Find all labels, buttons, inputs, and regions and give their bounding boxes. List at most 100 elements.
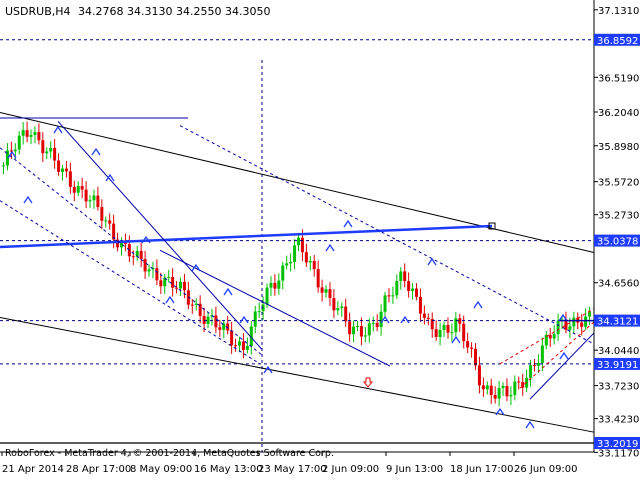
candle-body (5, 150, 9, 166)
x-tick-label: 2 Jun 09:00 (322, 464, 379, 475)
candle-body (96, 195, 100, 208)
candle-body (182, 281, 186, 291)
candle-body (171, 276, 175, 288)
price-level-tag (594, 437, 640, 450)
candle-body (344, 306, 348, 322)
candle-body (544, 334, 548, 346)
candle-body (493, 395, 497, 399)
candle-body (383, 295, 387, 312)
fractal-arrow-icon (400, 315, 410, 324)
candle-body (226, 323, 230, 331)
x-tick-label: 21 Apr 2014 (2, 464, 64, 475)
y-tick-label: 33.1170 (598, 448, 639, 459)
price-level-tag (594, 314, 640, 327)
x-tick-label: 8 May 09:00 (130, 464, 192, 475)
candle-body (41, 140, 45, 154)
fractal-arrow-icon (53, 125, 63, 134)
y-tick-label: 34.6560 (598, 279, 639, 290)
fractal-arrow-icon (473, 300, 483, 309)
candle-body (289, 261, 293, 264)
candle-body (352, 326, 356, 335)
candle-body (356, 325, 359, 327)
candle-body (127, 244, 131, 257)
candle-body (474, 348, 477, 366)
candle-body (548, 334, 552, 339)
candle-body (450, 332, 454, 334)
candle-body (584, 316, 588, 327)
candle-body (245, 345, 249, 350)
fractal-arrow-icon (239, 315, 249, 324)
candle-body (2, 165, 5, 167)
candle-body (536, 362, 540, 366)
candle-body (230, 330, 234, 346)
candle-body (234, 345, 238, 347)
candle-body (112, 223, 116, 240)
price-level-label: 36.8592 (597, 36, 638, 47)
candle-body (143, 259, 147, 272)
candle-body (53, 147, 57, 161)
candle-body (297, 237, 300, 246)
candle-body (273, 282, 277, 289)
y-tick-label: 36.5190 (598, 73, 639, 84)
candle-body (167, 276, 171, 278)
candle-body (529, 365, 533, 378)
plot-area (2, 121, 592, 407)
candle-body (17, 135, 21, 150)
x-tick-label: 18 Jun 17:00 (450, 464, 514, 475)
x-tick-label: 26 Jun 09:00 (514, 464, 578, 475)
candle-body (454, 318, 458, 333)
fan-line-dotted (0, 147, 263, 356)
candle-body (100, 207, 104, 221)
candle-body (300, 237, 304, 253)
candle-body (403, 271, 407, 282)
price-level-tag (594, 33, 640, 46)
candle-body (179, 281, 182, 289)
candle-body (395, 281, 399, 296)
y-tick-label: 35.5720 (598, 178, 639, 189)
candle-body (320, 287, 324, 293)
candle-body (552, 334, 556, 339)
forecast-line (519, 321, 595, 389)
wave-anchor (488, 222, 496, 230)
candle-body (13, 149, 17, 152)
candle-body (411, 288, 415, 291)
x-tick-label: 23 May 17:00 (258, 464, 327, 475)
candle-body (379, 311, 383, 328)
x-tick-label: 16 May 13:00 (194, 464, 263, 475)
candle-body (68, 171, 72, 187)
fractal-arrow-icon (325, 243, 335, 252)
candle-body (572, 317, 576, 327)
candle-body (281, 265, 285, 281)
candle-body (135, 250, 139, 257)
candle-body (332, 298, 336, 311)
candle-body (194, 303, 198, 306)
candle-body (407, 281, 411, 291)
candle-body (556, 320, 560, 335)
candle-body (139, 250, 143, 260)
candle-body (265, 287, 269, 305)
fractal-arrow-icon (165, 295, 175, 304)
candle-body (72, 186, 76, 193)
fractal-arrow-icon (495, 407, 505, 416)
candle-body (371, 322, 375, 324)
y-tick-label: 37.1310 (598, 6, 639, 17)
candle-body (147, 269, 151, 272)
candle-body (308, 260, 312, 263)
header-symbol: USDRUB,H4 (5, 5, 71, 18)
candle-body (521, 382, 525, 388)
x-tick-label: 9 Jun 13:00 (386, 464, 443, 475)
candle-body (415, 288, 418, 297)
candle-body (375, 322, 379, 328)
fractal-arrow-icon (105, 173, 115, 182)
x-tick-label: 28 Apr 17:00 (66, 464, 131, 475)
candle-body (442, 324, 446, 330)
forecast-line (529, 332, 595, 400)
candle-body (261, 304, 265, 312)
candle-body (155, 268, 159, 281)
candle-body (446, 324, 450, 333)
candle-body (257, 311, 261, 313)
candle-body (564, 319, 568, 330)
candle-body (80, 186, 84, 190)
fractal-arrow-icon (427, 257, 437, 266)
candle-body (57, 160, 61, 172)
